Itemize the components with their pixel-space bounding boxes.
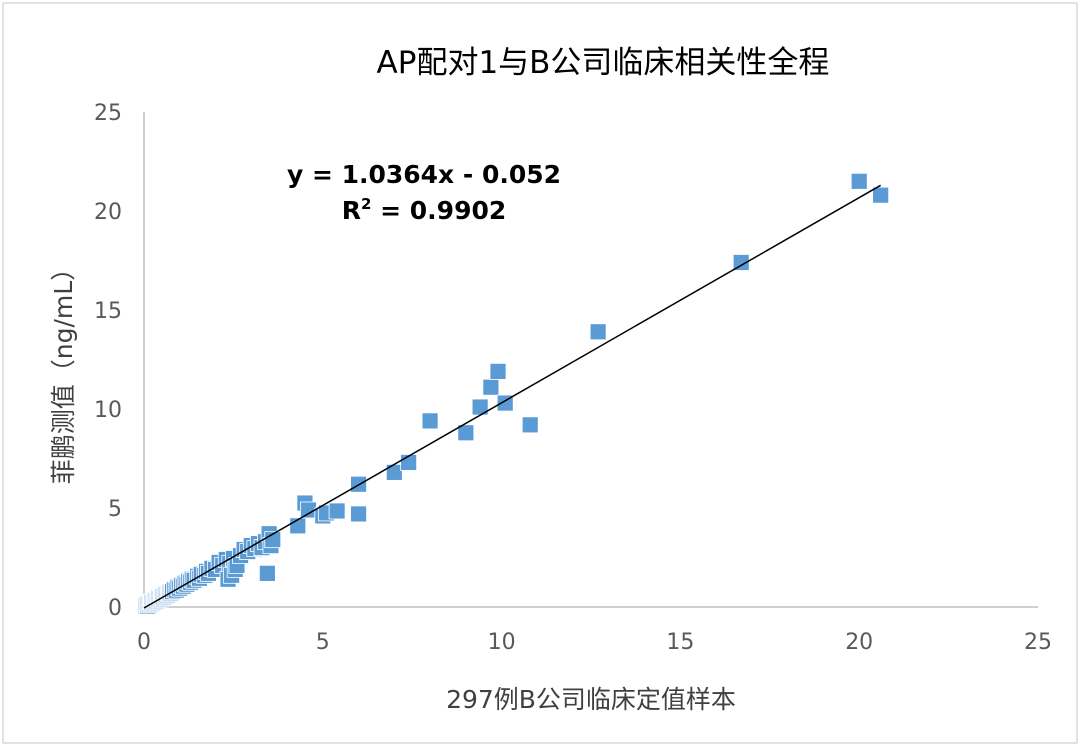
x-tick-label: 20 [845, 630, 873, 655]
data-point [589, 323, 607, 341]
y-tick-labels: 0 5 10 15 20 25 [94, 101, 122, 621]
data-point [489, 362, 507, 380]
data-point [258, 564, 276, 582]
trendline [143, 184, 882, 609]
data-point [482, 378, 500, 396]
data-point [421, 412, 439, 430]
data-point [872, 186, 890, 204]
x-tick-labels: 0 5 10 15 20 25 [137, 630, 1052, 655]
y-tick-label: 10 [94, 398, 122, 423]
y-tick-label: 0 [108, 596, 122, 621]
x-tick-label: 0 [137, 630, 151, 655]
x-axis-title: 297例B公司临床定值样本 [446, 685, 736, 714]
r-squared-sup: 2 [361, 195, 371, 213]
y-tick-label: 15 [94, 299, 122, 324]
axes [143, 112, 1038, 608]
y-axis-title: 菲鹏测值（ng/mL） [49, 256, 78, 484]
trendline-equation: y = 1.0364x - 0.052 [287, 160, 561, 189]
x-tick-label: 5 [316, 630, 330, 655]
data-point [521, 416, 539, 434]
data-point [350, 505, 367, 523]
data-point [457, 424, 475, 442]
data-point [732, 254, 750, 271]
data-point [850, 172, 868, 190]
data-point [328, 502, 346, 520]
x-tick-label: 25 [1024, 630, 1052, 655]
r-squared-r: R [342, 196, 361, 225]
y-tick-label: 5 [108, 497, 122, 522]
y-tick-label: 20 [94, 200, 122, 225]
x-tick-label: 15 [666, 630, 694, 655]
y-tick-label: 25 [94, 101, 122, 126]
x-tick-label: 10 [488, 630, 516, 655]
chart-title: AP配对1与B公司临床相关性全程 [377, 45, 830, 81]
r-squared-label: R2 = 0.9902 [342, 195, 507, 225]
r-squared-value: = 0.9902 [371, 196, 506, 225]
